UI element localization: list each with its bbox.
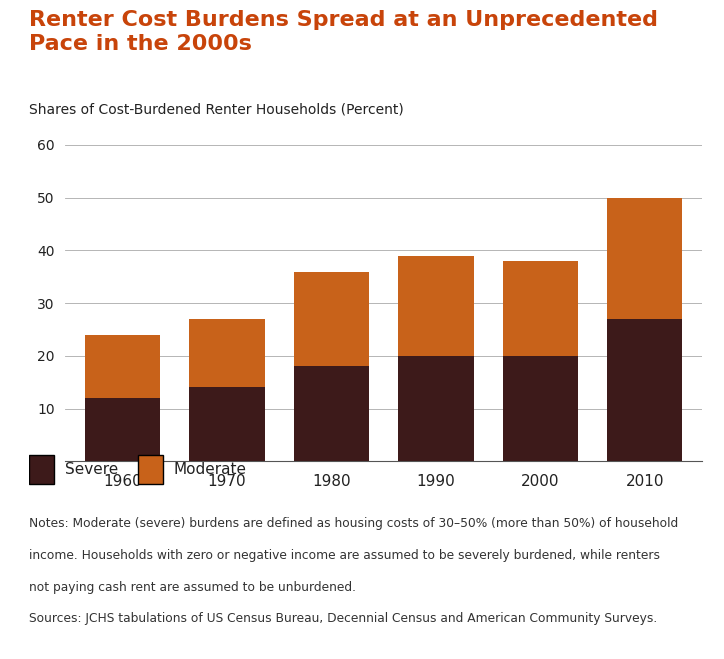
Bar [502, 261, 578, 356]
Text: Moderate: Moderate [174, 462, 247, 477]
Bar [607, 198, 683, 319]
Bar [502, 356, 578, 461]
Bar [294, 366, 369, 461]
FancyBboxPatch shape [138, 455, 163, 484]
Text: Renter Cost Burdens Spread at an Unprecedented
Pace in the 2000s: Renter Cost Burdens Spread at an Unprece… [29, 10, 658, 54]
Bar [190, 319, 265, 387]
FancyBboxPatch shape [29, 455, 54, 484]
Text: Sources: JCHS tabulations of US Census Bureau, Decennial Census and American Com: Sources: JCHS tabulations of US Census B… [29, 612, 657, 625]
Text: Severe: Severe [65, 462, 119, 477]
Bar [294, 272, 369, 366]
Text: not paying cash rent are assumed to be unburdened.: not paying cash rent are assumed to be u… [29, 581, 356, 594]
Bar [85, 398, 160, 461]
Bar [607, 319, 683, 461]
Bar [398, 256, 473, 356]
Text: Shares of Cost-Burdened Renter Households (Percent): Shares of Cost-Burdened Renter Household… [29, 102, 404, 116]
Bar [398, 356, 473, 461]
Bar [85, 335, 160, 398]
Text: Notes: Moderate (severe) burdens are defined as housing costs of 30–50% (more th: Notes: Moderate (severe) burdens are def… [29, 517, 678, 530]
Text: income. Households with zero or negative income are assumed to be severely burde: income. Households with zero or negative… [29, 549, 660, 562]
Bar [190, 387, 265, 461]
